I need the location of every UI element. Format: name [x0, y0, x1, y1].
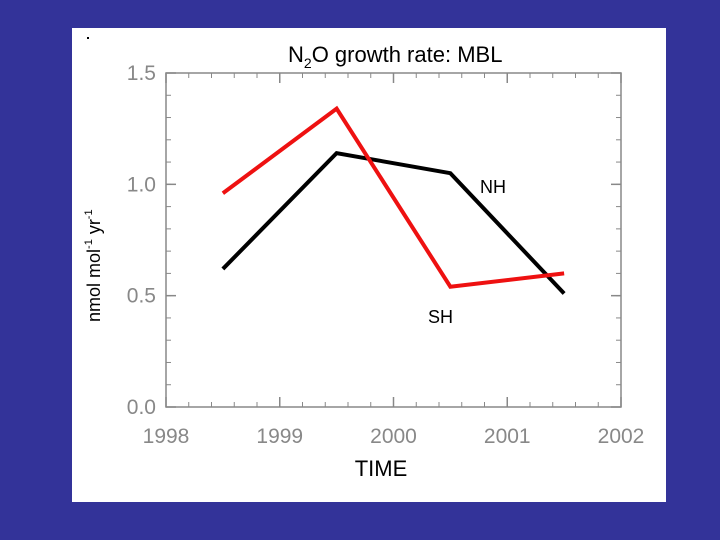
ylabel-sup-1: -1 [83, 239, 95, 249]
chart-title: N2O growth rate: MBL [288, 42, 502, 71]
x-tick-label: 2002 [598, 425, 645, 448]
y-tick-label: 0.5 [127, 285, 156, 308]
x-axis-title: TIME [355, 456, 408, 481]
ylabel-part-1: nmol mol [84, 249, 104, 322]
series-layer: NH SH [221, 105, 566, 327]
slide-panel [72, 28, 666, 502]
stray-dot [87, 37, 89, 39]
ylabel-sup-2: -1 [83, 209, 95, 219]
y-tick-label: 1.0 [127, 173, 156, 196]
plot-frame [165, 72, 622, 408]
y-tick-label: 1.5 [127, 62, 156, 85]
axes-layer: 1998 1999 2000 2001 2002 0.0 0.5 1.0 1.5 [127, 62, 645, 448]
series-line-nh [221, 151, 566, 295]
ylabel-part-2: yr [84, 219, 104, 239]
x-tick-label: 2000 [370, 425, 417, 448]
x-tick-label: 1999 [256, 425, 303, 448]
series-line-sh [221, 105, 565, 289]
title-main: N [288, 42, 304, 67]
title-rest: O growth rate: MBL [312, 42, 503, 67]
series-label-nh: NH [480, 177, 506, 197]
x-tick-label: 1998 [143, 425, 190, 448]
y-tick-label: 0.0 [127, 396, 156, 419]
x-tick-label: 2001 [484, 425, 531, 448]
y-axis-title: nmol mol-1 yr-1 [83, 209, 104, 322]
title-subscript: 2 [304, 55, 312, 71]
series-label-sh: SH [428, 307, 453, 327]
